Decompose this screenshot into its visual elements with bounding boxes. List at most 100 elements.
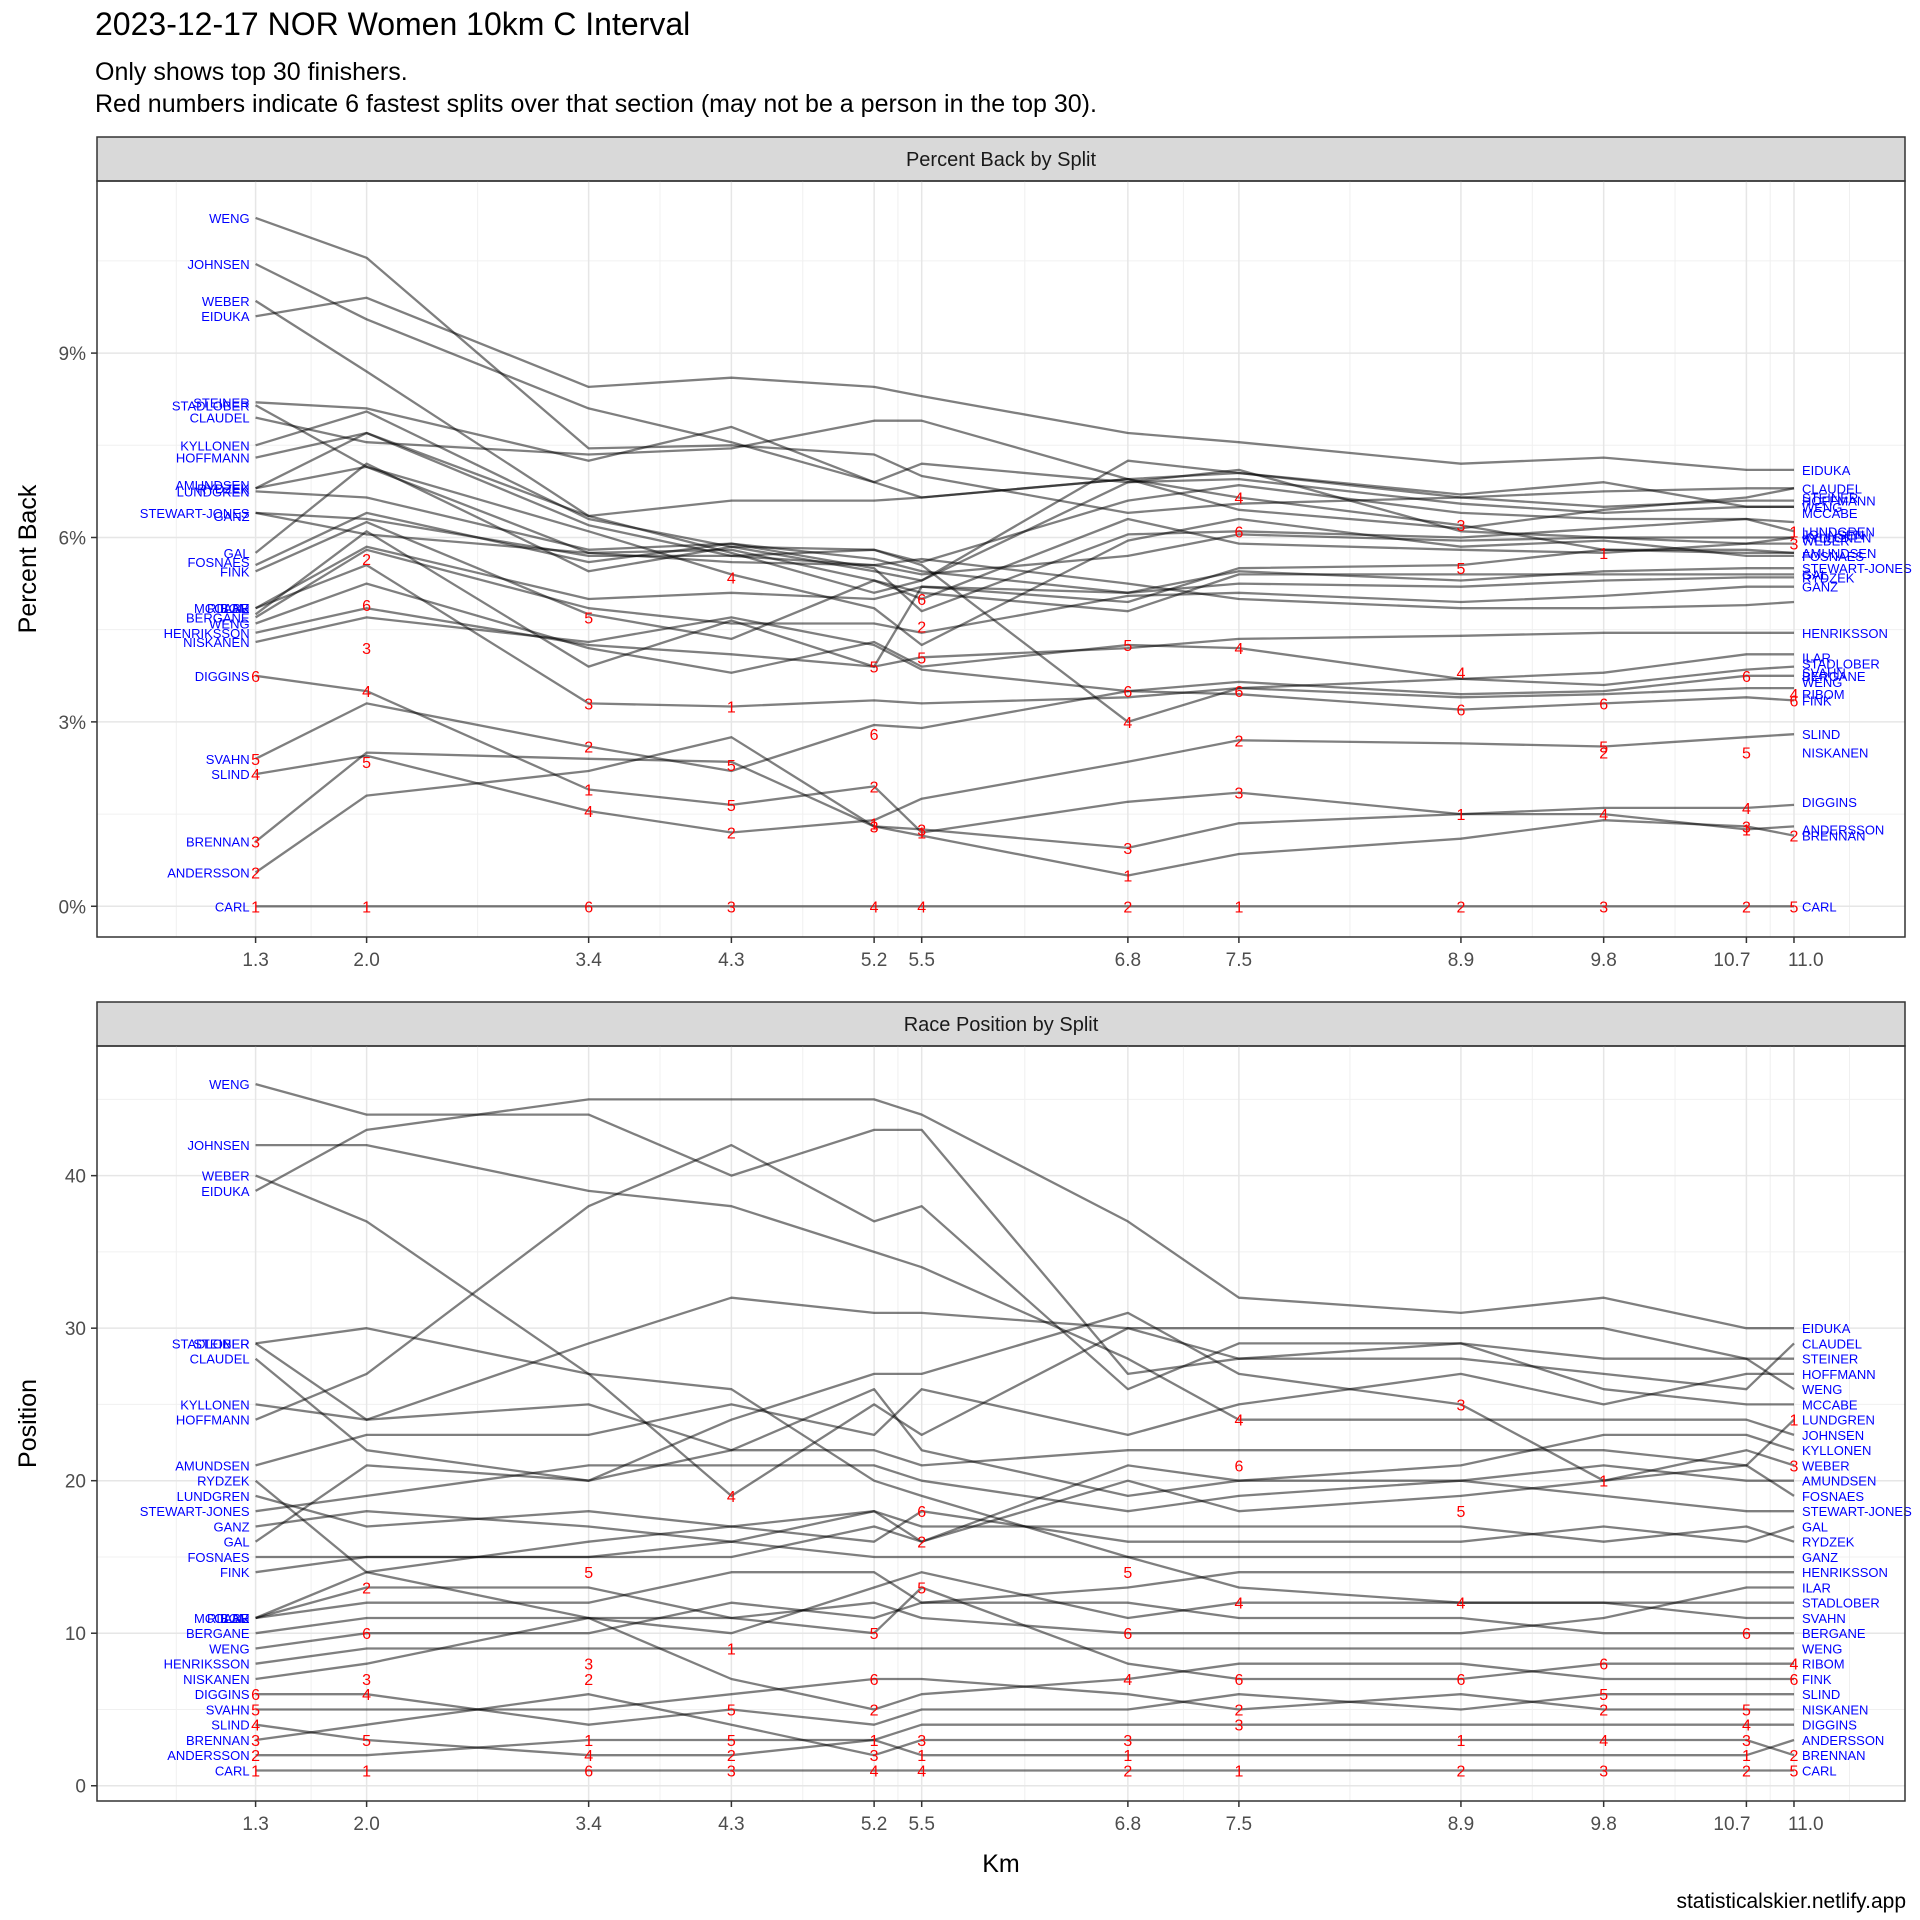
end-name-label: MCCABE [1802,1397,1858,1412]
start-name-label: LUNDGREN [177,1489,250,1504]
series-line-weng [255,582,1795,687]
end-name-label: RYDZEK [1802,570,1855,585]
series-line-eiduka [255,296,1794,472]
rank-label: 4 [584,804,593,821]
y-tick-label: 0 [75,1777,86,1798]
rank-label: 5 [1456,1504,1465,1521]
x-tick-label: 10.7 [1713,1814,1750,1835]
rank-label: 2 [1234,1702,1243,1719]
end-name-label: STADLOBER [1802,1596,1880,1611]
end-name-label: STEINER [1802,1352,1858,1367]
rank-label: 2 [1742,1763,1751,1780]
series-line-fink [255,517,1795,641]
series-line-brennan [254,751,1795,877]
start-name-label: STEINER [193,395,249,410]
y-tick-label: 9% [59,344,87,365]
start-name-label: FINK [220,1565,250,1580]
rank-label: 1 [1599,546,1608,563]
rank-label: 4 [1234,641,1243,658]
end-name-label: WENG [1802,500,1842,515]
rank-label: 6 [1742,1626,1751,1643]
rank-label: 5 [584,610,593,627]
end-name-label: WENG [1802,675,1842,690]
rank-label: 1 [251,899,260,916]
rank-label: 5 [251,752,260,769]
start-name-label: RIBOM [207,1611,250,1626]
rank-label: 6 [1456,703,1465,720]
panel-strip-title: Percent Back by Split [906,149,1097,171]
rank-label: 2 [1456,1763,1465,1780]
y-tick-label: 30 [65,1319,86,1340]
rank-label: 5 [1790,1763,1799,1780]
rank-label: 5 [1123,1565,1132,1582]
start-name-label: ILAR [221,601,250,616]
start-name-label: SVAHN [206,1702,250,1717]
rank-label: 1 [1742,822,1751,839]
rank-label: 4 [1456,1596,1465,1613]
series-line-henriksson [255,607,1794,668]
start-name-label: FOSNAES [187,555,249,570]
panel-strip [96,1001,1906,1047]
rank-label: 2 [362,1580,371,1597]
series-line-rydzek [255,465,1794,647]
rank-label: 3 [1599,899,1608,916]
x-tick-label: 3.4 [575,950,602,971]
rank-label: 2 [251,865,260,882]
rank-label: 6 [1790,693,1799,710]
rank-label: 3 [251,835,260,852]
end-name-label: SVAHN [1802,666,1846,681]
rank-label: 1 [1123,869,1132,886]
rank-label: 6 [1123,1626,1132,1643]
rank-label: 3 [1599,1763,1608,1780]
x-tick-label: 11.0 [1788,950,1824,971]
rank-label: 6 [584,1763,593,1780]
rank-label: 2 [917,620,926,637]
rank-label: 5 [917,650,926,667]
rank-label: 6 [870,1672,879,1689]
start-name-label: GANZ [213,1519,249,1534]
end-name-label: STEINER [1802,491,1858,506]
end-name-label: ILAR [1802,1580,1831,1595]
start-name-label: WENG [209,211,249,226]
end-name-label: RIBOM [1802,687,1845,702]
start-name-label: WENG [209,617,249,632]
rank-label: 5 [1599,1687,1608,1704]
rank-label: 3 [362,641,371,658]
y-axis-title: Position [14,1379,42,1468]
rank-label: 3 [1742,819,1751,836]
start-name-label: ANDERSSON [167,865,249,880]
x-tick-label: 6.8 [1115,950,1141,971]
rank-label: 2 [917,1535,926,1552]
end-name-label: AMUNDSEN [1802,1474,1876,1489]
rank-label: 6 [362,598,371,615]
rank-label: 5 [1742,1702,1751,1719]
series-line-johnsen [255,1143,1795,1436]
start-name-label: KYLLONEN [180,438,249,453]
rank-label: 2 [584,1672,593,1689]
start-name-label: STEWART-JONES [140,1504,250,1519]
rank-label: 1 [362,1763,371,1780]
end-name-label: CARL [1802,1763,1837,1778]
rank-label: 6 [1790,1672,1799,1689]
chart-subtitle-line2: Red numbers indicate 6 fastest splits ov… [95,90,1097,118]
end-name-label: FOSNAES [1802,1489,1864,1504]
series-line-stewart-jones [255,1464,1794,1513]
rank-label: 3 [870,1748,879,1765]
rank-label: 3 [917,822,926,839]
series-line-ribom [255,1571,1794,1635]
rank-label: 2 [362,552,371,569]
rank-label: 4 [1234,1596,1243,1613]
panel-strip [96,136,1906,182]
x-tick-label: 9.8 [1590,1814,1616,1835]
rank-label: 2 [1456,899,1465,916]
start-name-label: ANDERSSON [167,1748,249,1763]
series-line-kyllonen [255,1388,1795,1498]
rank-label: 4 [251,767,260,784]
rank-label: 3 [1234,786,1243,803]
rank-label: 3 [584,696,593,713]
start-name-label: SVAHN [206,752,250,767]
end-name-label: GAL [1802,567,1828,582]
x-tick-label: 8.9 [1448,950,1474,971]
rank-label: 1 [362,899,371,916]
